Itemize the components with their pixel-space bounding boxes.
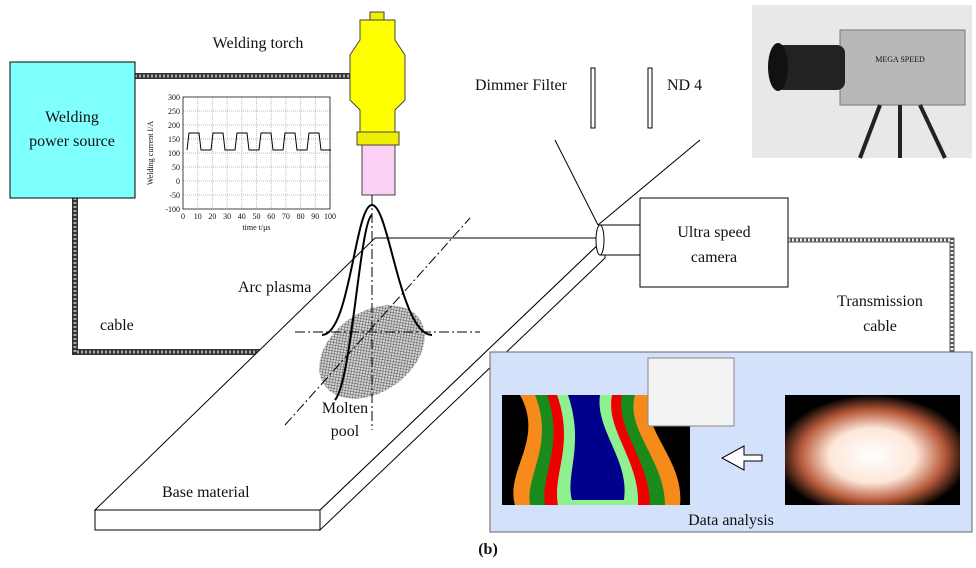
x-tick-label: 100 <box>324 212 336 221</box>
label: Welding torch <box>213 35 304 52</box>
camera-brand: MEGA SPEED <box>875 55 925 64</box>
label: pool <box>331 423 360 440</box>
y-axis-label: Welding current I/A <box>146 121 155 185</box>
y-tick-label: 0 <box>176 177 180 186</box>
label: cable <box>100 317 134 334</box>
label: Dimmer Filter <box>475 77 568 94</box>
y-tick-label: 50 <box>172 163 180 172</box>
x-tick-label: 90 <box>311 212 319 221</box>
x-tick-label: 20 <box>208 212 216 221</box>
x-tick-label: 40 <box>238 212 246 221</box>
label: Welding <box>45 109 99 126</box>
y-tick-label: -50 <box>169 191 180 200</box>
x-tick-label: 30 <box>223 212 231 221</box>
label: cable <box>863 318 897 335</box>
x-tick-label: 60 <box>267 212 275 221</box>
camera-photo: MEGA SPEED <box>752 5 972 158</box>
label: Transmission <box>837 293 923 310</box>
arc-image <box>785 395 960 505</box>
x-tick-label: 10 <box>194 212 202 221</box>
software-dialog <box>648 358 734 426</box>
y-tick-label: 150 <box>168 135 180 144</box>
label: power source <box>29 133 115 150</box>
y-tick-label: 100 <box>168 149 180 158</box>
diagram: Welding power source Welding torch 30025… <box>0 0 976 568</box>
label: Molten <box>322 400 368 417</box>
x-axis-label: time t/μs <box>242 223 270 232</box>
x-tick-label: 80 <box>297 212 305 221</box>
y-tick-label: -100 <box>165 205 180 214</box>
panel-label: (b) <box>478 541 498 558</box>
camera <box>596 198 788 287</box>
y-tick-label: 200 <box>168 121 180 130</box>
label: Data analysis <box>688 512 774 529</box>
power-source-box <box>10 62 135 198</box>
label: ND 4 <box>667 77 702 94</box>
label: camera <box>691 249 737 266</box>
label: Ultra speed <box>677 224 750 241</box>
x-tick-label: 70 <box>282 212 290 221</box>
y-tick-label: 250 <box>168 107 180 116</box>
welding-torch <box>350 12 405 195</box>
label: Arc plasma <box>238 279 311 296</box>
label: Base material <box>162 484 250 501</box>
x-tick-label: 0 <box>181 212 185 221</box>
y-tick-label: 300 <box>168 93 180 102</box>
x-tick-label: 50 <box>253 212 261 221</box>
